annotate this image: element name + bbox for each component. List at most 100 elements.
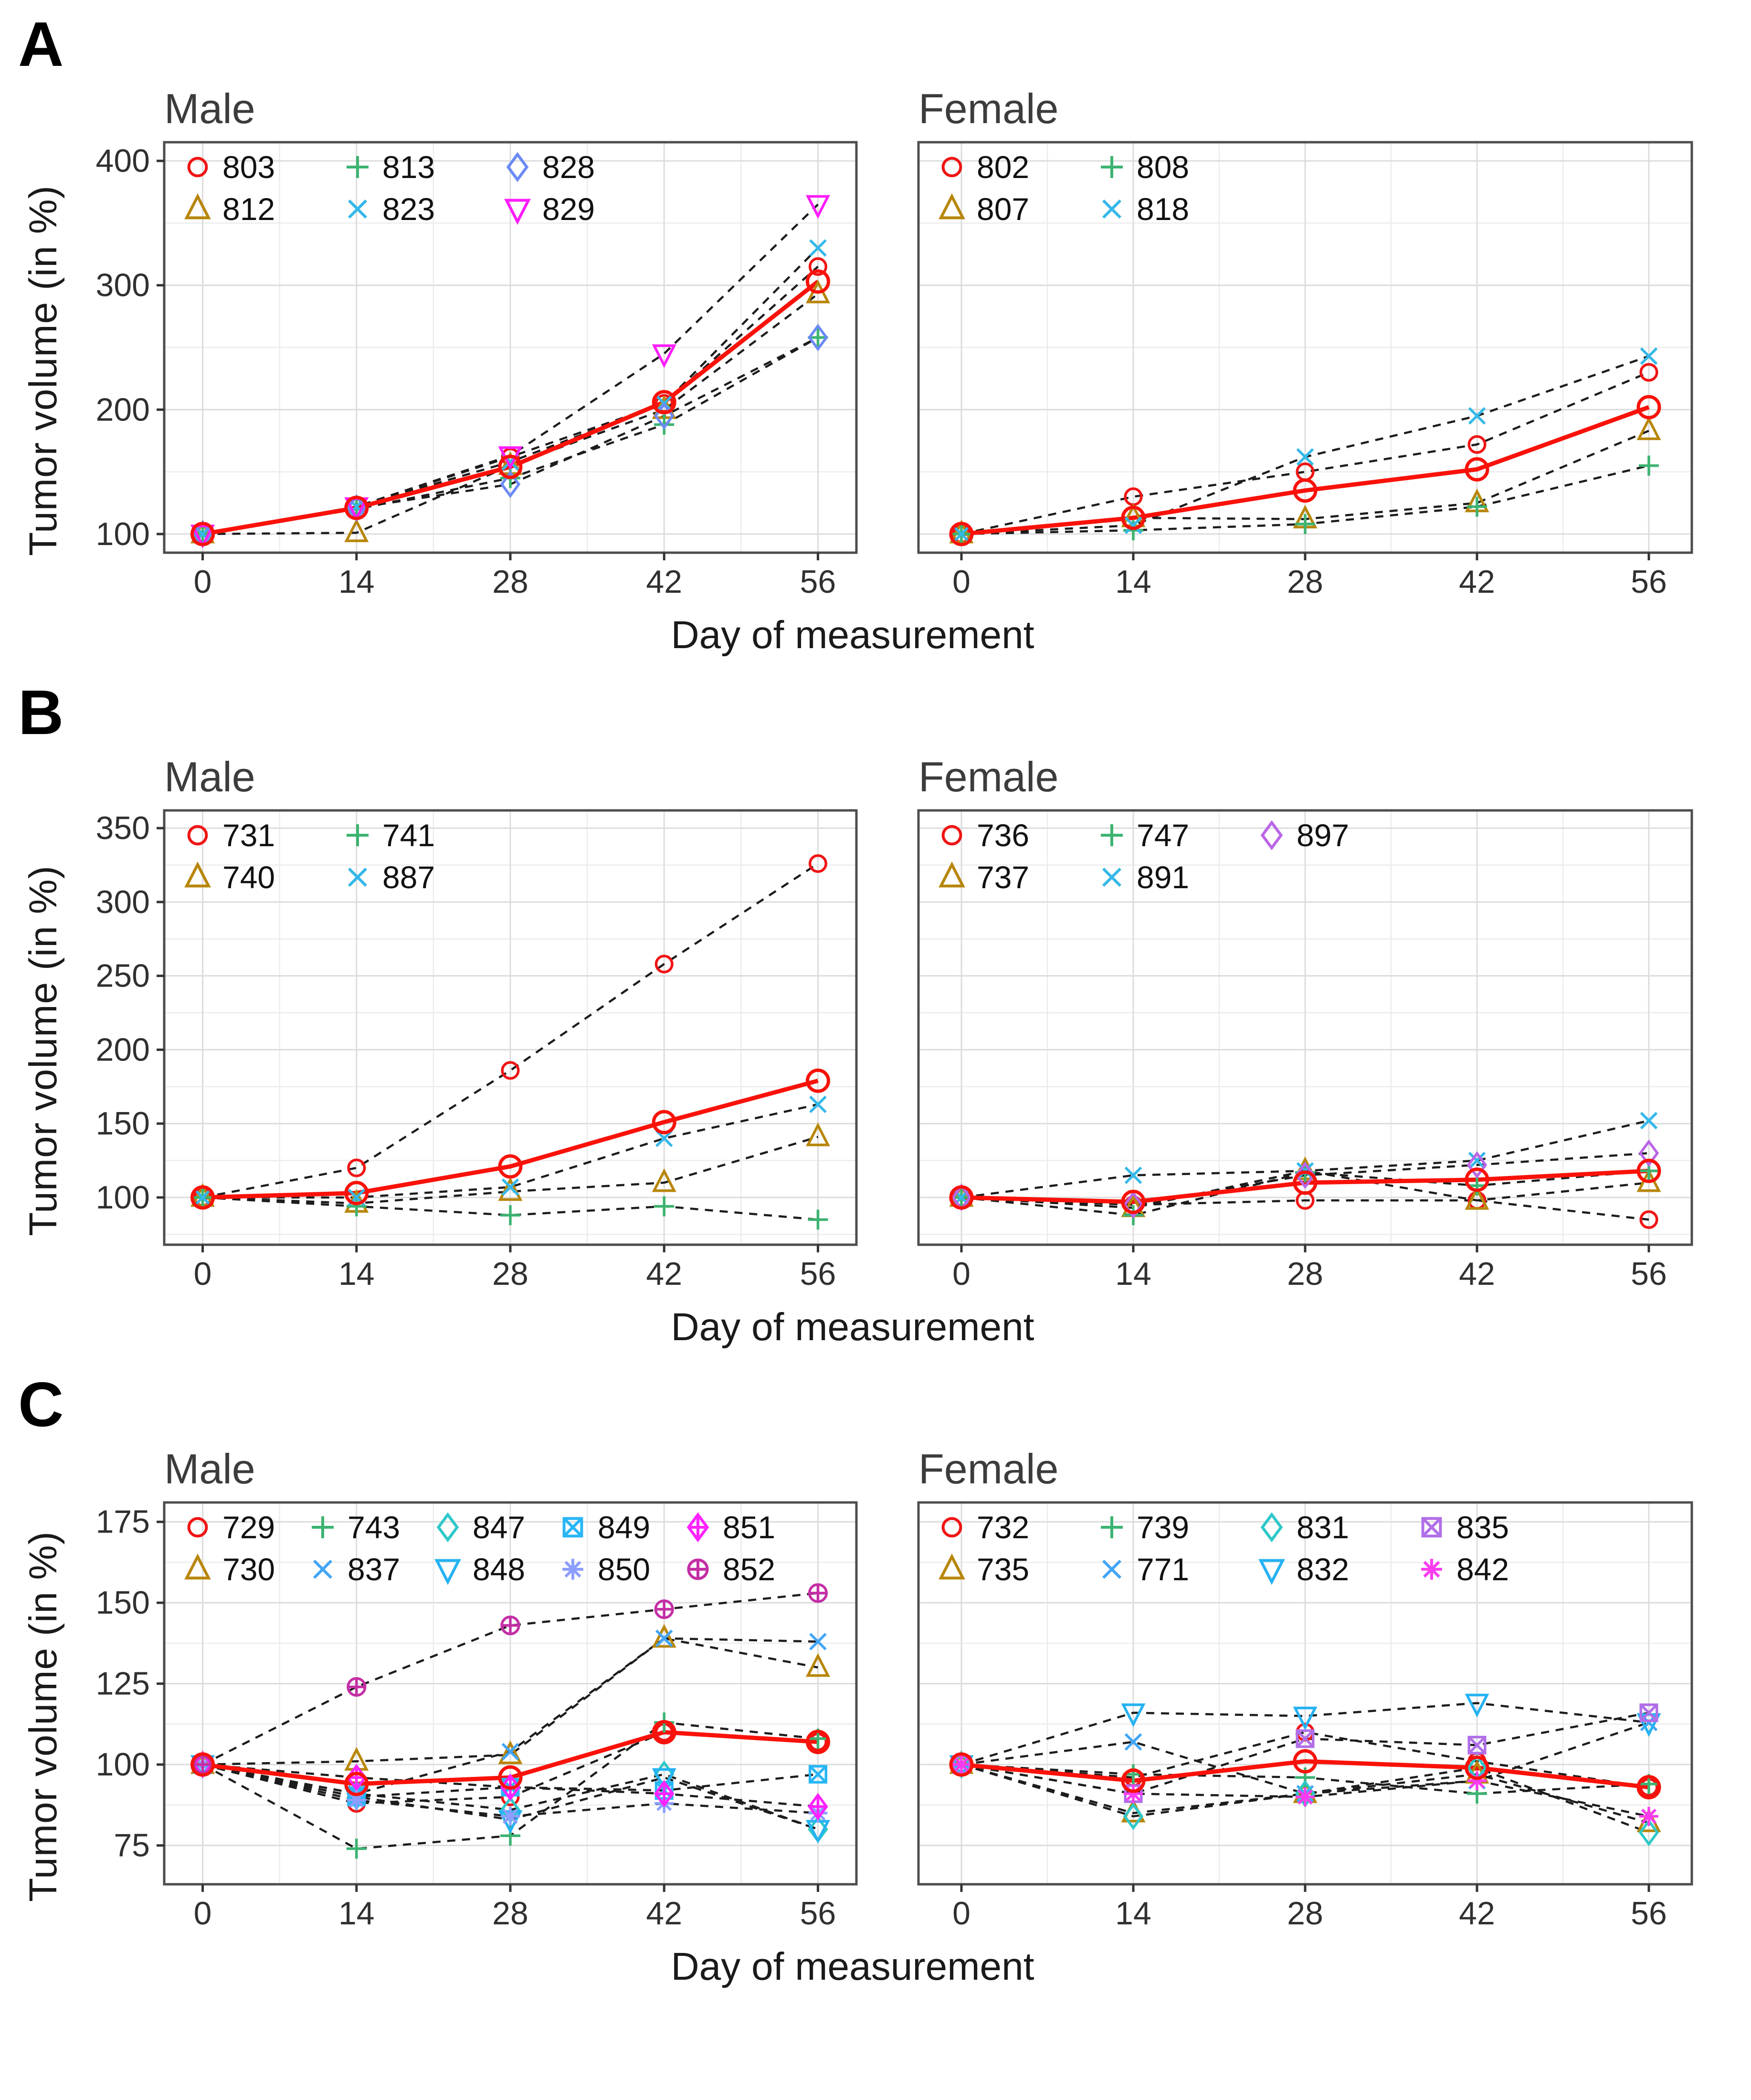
triangle-icon	[939, 1553, 965, 1580]
legend-label: 835	[1456, 1510, 1509, 1545]
plus-icon	[1101, 156, 1123, 178]
y-tick-label: 100	[96, 516, 150, 552]
legend-label: 829	[542, 191, 595, 227]
legend-item-823: 823	[348, 191, 435, 227]
series-831-marker	[1638, 1818, 1659, 1847]
series-743-marker	[346, 1838, 367, 1859]
series-852-marker	[192, 1754, 213, 1774]
mean-marker	[344, 1181, 369, 1206]
gridlines	[918, 1502, 1692, 1884]
series-897-marker	[1466, 1151, 1487, 1179]
x-tick-label: 28	[492, 1895, 528, 1932]
circle-plus-icon	[687, 1558, 709, 1580]
legend-item-813: 813	[347, 149, 435, 185]
legend-label: 808	[1137, 149, 1189, 185]
legend-label: 832	[1297, 1552, 1349, 1587]
x-tick-label: 14	[1115, 564, 1151, 600]
x-tick-label: 0	[194, 1256, 212, 1292]
series-837-marker	[501, 1743, 519, 1761]
square-x-icon	[562, 1517, 583, 1538]
legend-item-887: 887	[348, 860, 435, 895]
series-891-marker	[1468, 1152, 1486, 1169]
facet-c-female: Female 0 14 28 42 56 732 735 739 771 831 832 835 842	[866, 1443, 1706, 1942]
series-802-marker	[1467, 435, 1487, 454]
legend-label: 852	[723, 1552, 775, 1587]
series-829-marker	[652, 344, 676, 368]
x-tick-label: 56	[1631, 1895, 1667, 1932]
x-tick-label: 0	[952, 1895, 970, 1932]
series-891-marker	[1640, 1112, 1658, 1130]
series-829-marker	[805, 195, 830, 219]
legend-item-771: 771	[1102, 1552, 1189, 1587]
series-851-marker	[808, 1793, 828, 1821]
x-tick-label: 14	[338, 564, 375, 600]
legend-item-835: 835	[1421, 1510, 1509, 1545]
series-747-line	[961, 1169, 1649, 1217]
legend-label: 740	[222, 860, 275, 895]
series-842-marker	[952, 1755, 971, 1774]
facet-a-male: Male 0 14 28 42 56 100 200 300 400 803 812 813 823 82…	[69, 83, 866, 610]
x-tick-label: 28	[1287, 564, 1323, 600]
series-818-marker	[952, 525, 970, 543]
y-tick-label: 400	[96, 143, 150, 179]
y-tick-label: 150	[96, 1105, 150, 1142]
series-832-line	[961, 1702, 1649, 1766]
legend-item-891: 891	[1102, 860, 1189, 895]
series-837-marker	[809, 1633, 827, 1650]
series-897-marker	[1123, 1191, 1144, 1219]
legend-item-731: 731	[187, 818, 275, 853]
legend-item-741: 741	[347, 818, 435, 853]
series-887-marker	[501, 1178, 519, 1196]
legend-label: 887	[382, 860, 435, 895]
series-lines	[202, 862, 819, 1221]
y-axis-label: Tumor volume (in %)	[21, 865, 65, 1236]
legend-item-739: 739	[1101, 1510, 1189, 1545]
legend-label: 771	[1137, 1552, 1189, 1587]
series-markers	[190, 854, 830, 1230]
mean-marker	[949, 1185, 974, 1210]
series-842-marker	[1296, 1787, 1315, 1806]
x-tick-label: 42	[1459, 564, 1495, 600]
mean-line	[961, 1759, 1649, 1790]
series-807-marker	[1636, 416, 1661, 441]
mean-marker	[1636, 395, 1661, 420]
asterisk-icon	[1421, 1559, 1442, 1580]
series-740-marker	[805, 1122, 830, 1146]
legend-item-832: 832	[1258, 1552, 1349, 1587]
series-803-marker	[808, 257, 827, 276]
legend-item-831: 831	[1260, 1510, 1349, 1545]
series-837-marker	[655, 1629, 673, 1648]
series-730-marker	[498, 1740, 523, 1764]
panel-letter-b: B	[18, 677, 64, 747]
gridlines	[918, 810, 1692, 1245]
legend-label: 737	[977, 860, 1029, 895]
legend: 732 735 739 771 831 832 835 842	[939, 1510, 1509, 1587]
x-axis-label: Day of measurement	[671, 1945, 1034, 1988]
panel-a: A Tumor volume (in %) Male 0 14 28 42 56 100 2…	[18, 11, 1751, 658]
x-tick-label: 28	[492, 1256, 528, 1292]
legend: 803 812 813 823 828 829	[184, 149, 595, 227]
series-812-marker	[344, 518, 369, 542]
triangle-icon	[939, 861, 965, 888]
series-850-marker	[347, 1790, 366, 1810]
diamond-icon	[1260, 1512, 1283, 1543]
plus-icon	[312, 1516, 334, 1538]
series-813-marker	[654, 414, 675, 435]
y-tick-label: 125	[96, 1666, 150, 1702]
chart-c-female: 0 14 28 42 56 732 735 739 771 831 832 835 842	[917, 1501, 1693, 1932]
x-tick-label: 0	[194, 1895, 212, 1932]
legend-item-802: 802	[941, 149, 1029, 185]
circle-icon	[941, 825, 962, 846]
series-835-marker	[1467, 1735, 1487, 1755]
series-736-line	[961, 1196, 1649, 1221]
series-835-marker	[1296, 1729, 1315, 1748]
series-771-marker	[1124, 1733, 1142, 1751]
series-887-marker	[809, 1095, 827, 1113]
series-897-marker	[1638, 1139, 1659, 1167]
mean-line	[961, 405, 1650, 536]
legend-item-736: 736	[941, 818, 1029, 853]
legend-label: 891	[1137, 860, 1189, 895]
legend-label: 831	[1297, 1510, 1349, 1545]
x-tick-label: 14	[338, 1256, 375, 1292]
mean-marker	[1121, 1768, 1146, 1793]
